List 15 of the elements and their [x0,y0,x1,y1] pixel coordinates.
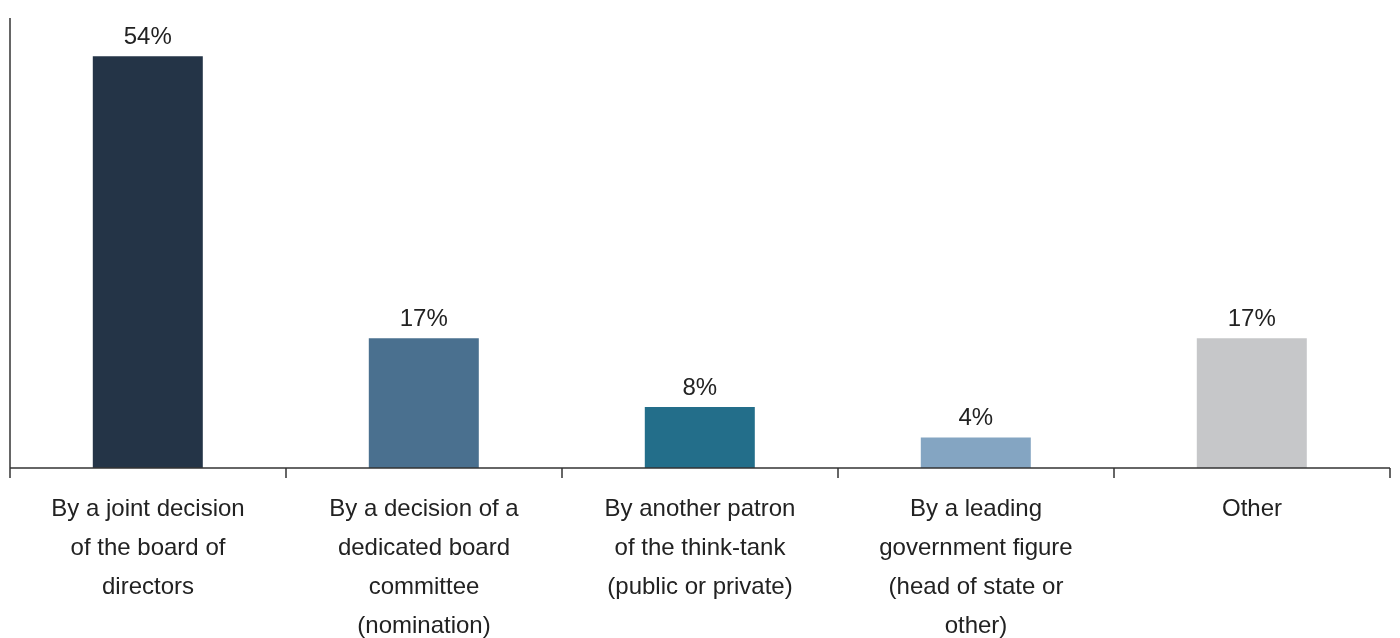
data-label: 17% [1227,304,1276,332]
bar [644,406,755,468]
x-tick-label: By a decision of a dedicated board committee (nomination) [329,494,520,638]
x-tick-label: By a joint decision of the board of directors [51,494,245,599]
x-tick-label: By a leading government figure (head of state or other) [879,494,1073,638]
data-label: 54% [123,22,172,50]
bar [920,437,1031,468]
data-label: 4% [958,403,994,431]
bar [368,338,479,468]
x-tick-label: Other [1221,494,1283,521]
data-label: 8% [682,372,718,400]
bar [92,56,203,468]
data-label: 17% [399,304,448,332]
x-tick-label: By another patron of the think-tank (public or private) [604,494,796,599]
bar [1196,338,1307,468]
